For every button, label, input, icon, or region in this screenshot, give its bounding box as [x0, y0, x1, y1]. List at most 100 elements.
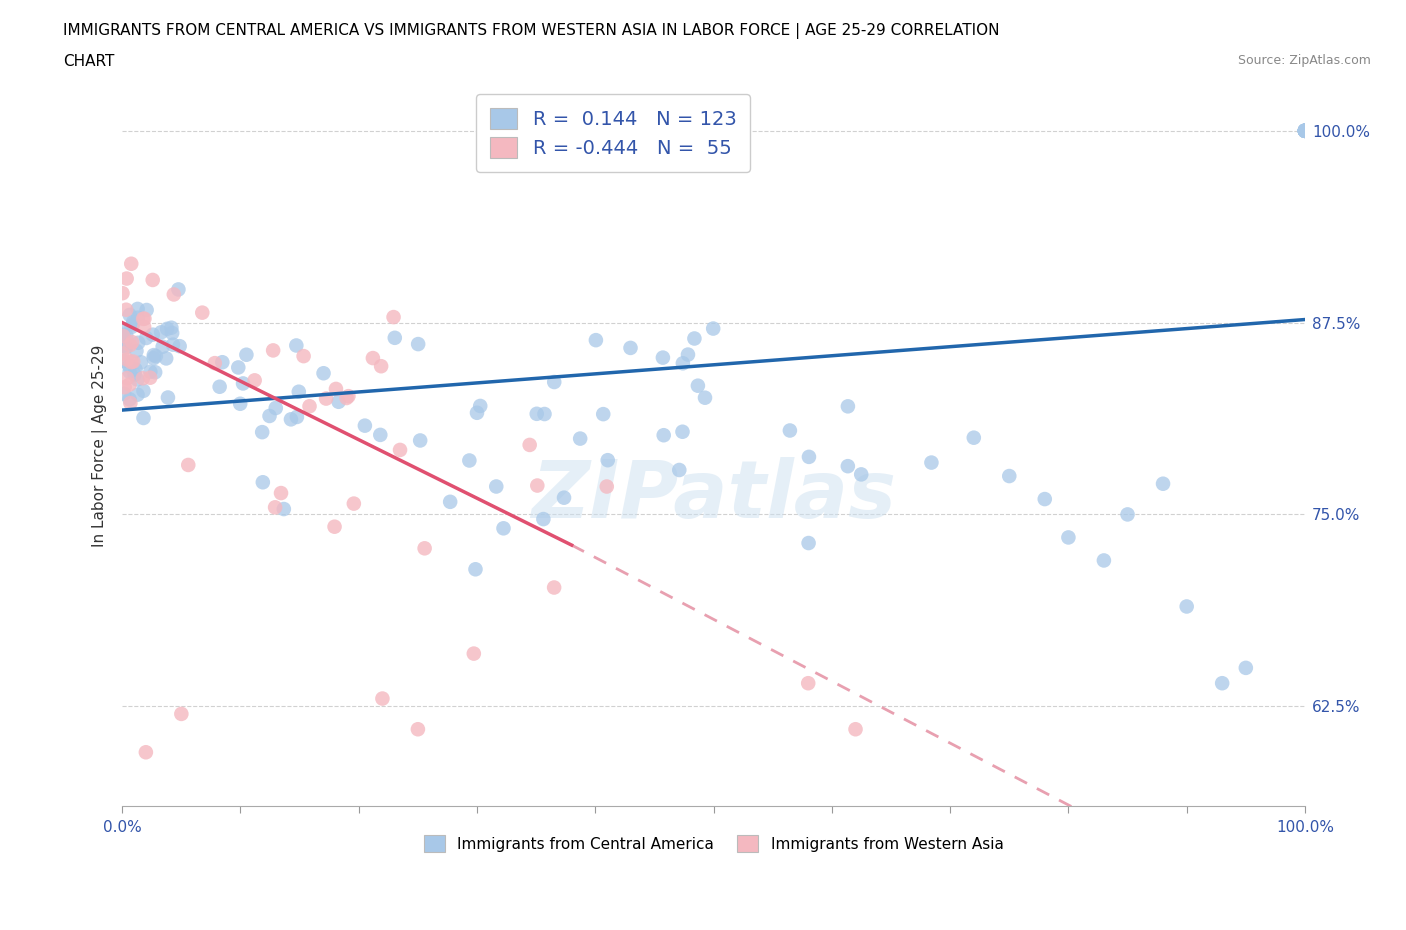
Point: [354, 418, 377, 433]
Point: [533, 406, 555, 421]
Point: [112, 328, 135, 343]
Point: [337, 389, 360, 404]
Point: [676, 347, 699, 362]
Point: [1294, 124, 1316, 139]
Point: [1033, 492, 1056, 507]
Point: [1294, 124, 1316, 139]
Point: [671, 424, 693, 439]
Point: [619, 340, 641, 355]
Point: [531, 512, 554, 526]
Point: [112, 386, 135, 401]
Point: [651, 351, 673, 365]
Point: [132, 410, 155, 425]
Point: [465, 405, 488, 420]
Point: [543, 375, 565, 390]
Point: [1294, 124, 1316, 139]
Point: [998, 469, 1021, 484]
Point: [1152, 476, 1174, 491]
Point: [229, 396, 252, 411]
Point: [285, 409, 308, 424]
Point: [323, 519, 346, 534]
Point: [160, 320, 183, 335]
Point: [122, 317, 145, 332]
Point: [1234, 660, 1257, 675]
Point: [129, 355, 152, 370]
Point: [112, 333, 135, 348]
Point: [259, 408, 281, 423]
Point: [264, 500, 287, 515]
Point: [177, 458, 200, 472]
Point: [134, 320, 156, 335]
Point: [139, 370, 162, 385]
Point: [170, 707, 193, 722]
Point: [122, 314, 145, 329]
Point: [963, 431, 986, 445]
Point: [1294, 124, 1316, 139]
Point: [118, 377, 141, 392]
Point: [142, 272, 165, 287]
Point: [596, 453, 619, 468]
Point: [543, 580, 565, 595]
Point: [163, 287, 186, 302]
Point: [370, 359, 392, 374]
Point: [569, 432, 592, 446]
Point: [384, 330, 406, 345]
Point: [142, 348, 165, 363]
Point: [439, 495, 461, 510]
Point: [232, 376, 254, 391]
Point: [668, 462, 690, 477]
Point: [156, 390, 179, 405]
Point: [115, 272, 138, 286]
Point: [111, 353, 134, 368]
Point: [124, 367, 146, 382]
Point: [167, 282, 190, 297]
Point: [797, 536, 820, 551]
Point: [115, 371, 138, 386]
Point: [702, 321, 724, 336]
Point: [361, 351, 384, 365]
Point: [211, 355, 233, 370]
Point: [596, 479, 619, 494]
Point: [312, 365, 335, 380]
Point: [135, 330, 157, 345]
Point: [132, 383, 155, 398]
Point: [526, 406, 548, 421]
Point: [243, 373, 266, 388]
Point: [160, 326, 183, 340]
Point: [132, 371, 155, 386]
Point: [204, 355, 226, 370]
Point: [1294, 124, 1316, 139]
Point: [150, 325, 173, 339]
Point: [264, 401, 287, 416]
Point: [191, 305, 214, 320]
Point: [779, 423, 801, 438]
Point: [134, 312, 156, 326]
Point: [127, 336, 149, 351]
Point: [519, 437, 541, 452]
Point: [120, 395, 142, 410]
Point: [683, 331, 706, 346]
Text: IMMIGRANTS FROM CENTRAL AMERICA VS IMMIGRANTS FROM WESTERN ASIA IN LABOR FORCE |: IMMIGRANTS FROM CENTRAL AMERICA VS IMMIG…: [63, 23, 1000, 39]
Point: [169, 339, 191, 353]
Point: [371, 691, 394, 706]
Point: [118, 338, 141, 352]
Point: [115, 339, 138, 354]
Point: [118, 359, 141, 374]
Point: [111, 286, 134, 300]
Point: [413, 541, 436, 556]
Point: [111, 322, 134, 337]
Point: [112, 339, 135, 353]
Point: [262, 343, 284, 358]
Point: [125, 343, 148, 358]
Point: [920, 455, 942, 470]
Point: [127, 301, 149, 316]
Point: [111, 346, 134, 361]
Point: [1175, 599, 1198, 614]
Point: [1211, 676, 1233, 691]
Point: [250, 425, 273, 440]
Point: [470, 399, 492, 414]
Point: [285, 338, 308, 352]
Point: [127, 387, 149, 402]
Point: [252, 475, 274, 490]
Point: [156, 322, 179, 337]
